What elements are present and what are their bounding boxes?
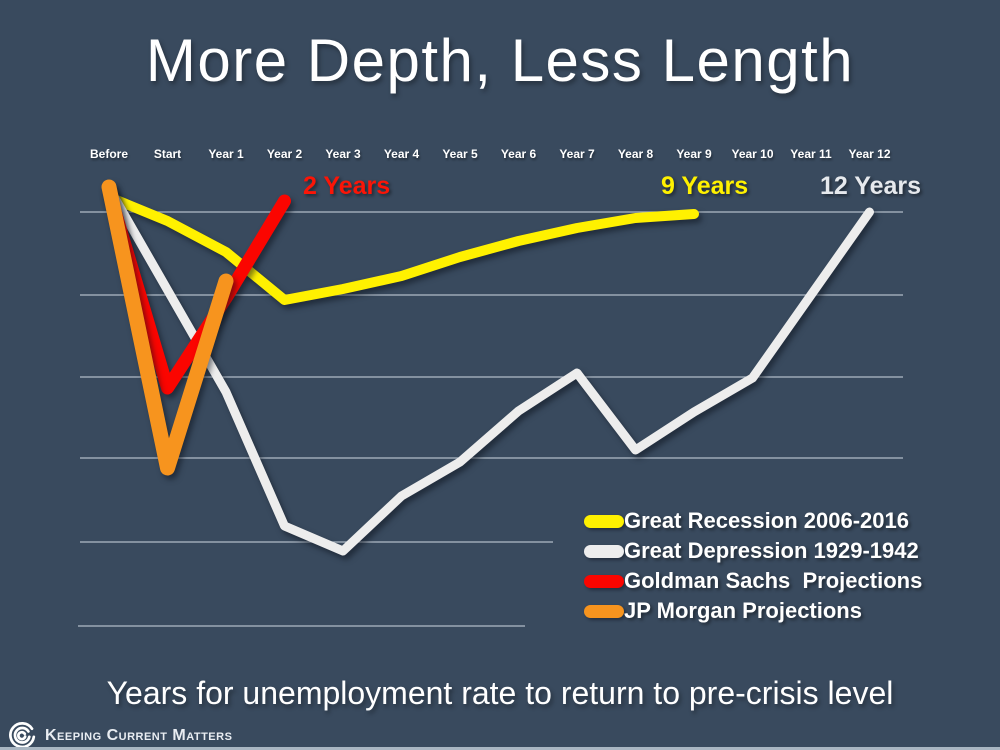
x-axis-label: Year 5: [442, 147, 478, 161]
x-axis-label: Year 10: [731, 147, 774, 161]
series-line-great-recession: [104, 192, 699, 305]
legend-label-great-depression: Great Depression 1929-1942: [624, 538, 919, 563]
legend-swatch-great-depression: [584, 544, 624, 558]
legend-label-great-recession: Great Recession 2006-2016: [624, 508, 909, 533]
series-line-great-depression: [104, 183, 874, 556]
legend-swatch-jp-morgan: [584, 604, 624, 618]
brand-logo: Keeping Current Matters: [8, 721, 232, 750]
x-axis-label: Year 2: [266, 147, 303, 161]
legend-item-great-recession: Great Recession 2006-2016: [584, 506, 922, 536]
x-axis-label: Year 9: [676, 147, 712, 161]
page-title: More Depth, Less Length: [145, 27, 855, 94]
series-line-goldman-sachs: [102, 184, 291, 395]
series-line-jp-morgan: [101, 179, 234, 476]
x-axis-label: Year 1: [208, 147, 244, 161]
legend-swatch-great-recession: [584, 514, 624, 528]
chart-legend: Great Recession 2006-2016 Great Depressio…: [584, 506, 922, 626]
x-axis-label: Year 7: [559, 147, 595, 161]
legend-label-jp-morgan: JP Morgan Projections: [624, 598, 862, 623]
x-axis-label: Year 11: [790, 147, 832, 161]
x-axis-label: Year 12: [848, 147, 891, 161]
x-axis-label: Year 6: [500, 147, 537, 161]
legend-item-goldman-sachs: Goldman Sachs Projections: [584, 566, 922, 596]
annotation-goldman-recovery: 2 Years: [303, 172, 391, 200]
x-axis-label: Year 8: [617, 147, 654, 161]
x-axis-label: Year 4: [383, 147, 420, 161]
brand-name: Keeping Current Matters: [45, 726, 233, 744]
annotation-recession-recovery: 9 Years: [661, 172, 749, 200]
legend-item-great-depression: Great Depression 1929-1942: [584, 536, 922, 566]
x-axis-label: Start: [153, 147, 182, 161]
legend-item-jp-morgan: JP Morgan Projections: [584, 596, 922, 626]
x-axis-label: Before: [89, 147, 129, 161]
legend-swatch-goldman-sachs: [584, 574, 624, 588]
chart-caption: Years for unemployment rate to return to…: [106, 675, 894, 711]
kcm-swirl-icon: [9, 722, 36, 749]
legend-label-goldman-sachs: Goldman Sachs Projections: [624, 568, 923, 593]
annotation-depression-recovery: 12 Years: [820, 172, 922, 200]
footer-strip: [0, 747, 1000, 750]
x-axis-label: Year 3: [325, 147, 361, 161]
x-axis-labels: Before Start Year 1 Year 2 Year 3 Year 4 Year …: [0, 147, 1000, 163]
